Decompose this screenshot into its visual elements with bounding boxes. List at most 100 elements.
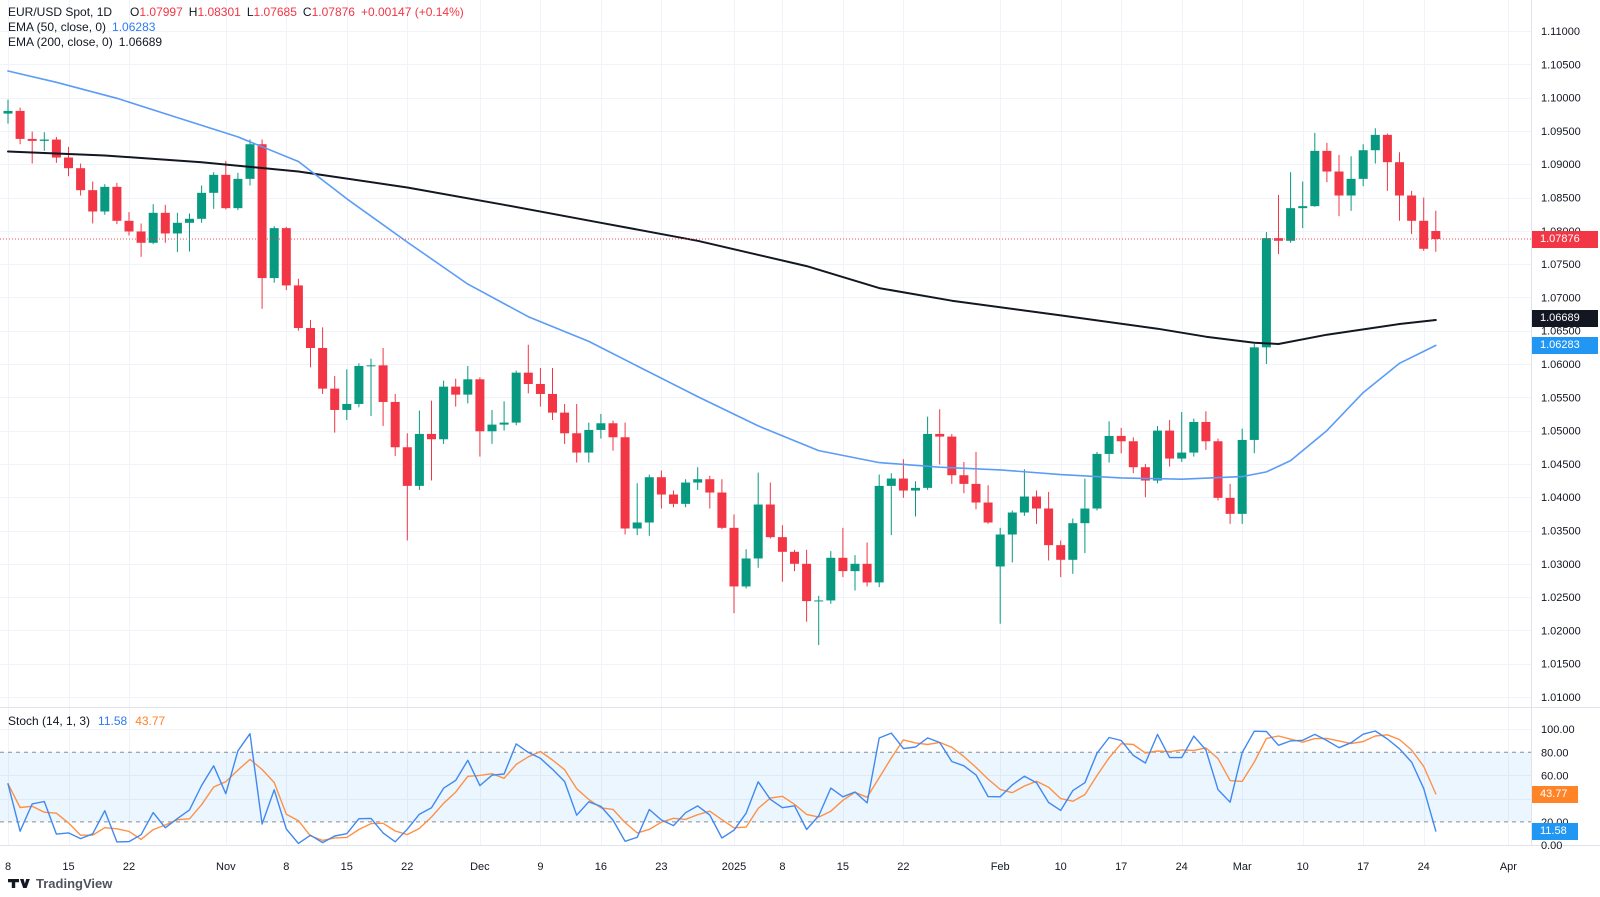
time-axis[interactable]: 8 15 22 Nov 8 15 22 Dec 9 16 23 2025 8 15 22 Feb 10 17 24 M… <box>5 861 1517 873</box>
time-axis-label: 15 <box>341 861 353 873</box>
candle <box>1056 540 1066 578</box>
ema50-line[interactable] <box>7 70 1437 481</box>
candle <box>1274 194 1283 255</box>
chart-legend: EUR/USD Spot, 1D O1.07997 H1.08301 L1.07685… <box>8 5 464 50</box>
last-price-badge: 1.07876 <box>1532 231 1598 248</box>
time-axis-label: 16 <box>595 861 607 873</box>
candle <box>100 184 110 215</box>
stoch-axis-label: 60.00 <box>1541 770 1569 782</box>
candle <box>402 433 412 541</box>
candle <box>1298 181 1308 229</box>
ema50-legend-row[interactable]: EMA (50, close, 0) 1.06283 <box>8 20 464 35</box>
candle <box>1189 418 1199 457</box>
candle <box>596 413 606 439</box>
candle <box>499 401 509 431</box>
price-axis-label: 1.02000 <box>1541 625 1581 637</box>
candle <box>136 223 146 257</box>
stoch-overbought-oversold-band <box>0 751 1531 823</box>
price-axis-label: 1.09500 <box>1541 126 1581 138</box>
candle <box>451 378 461 407</box>
high-value: 1.08301 <box>197 5 241 19</box>
candle <box>511 370 521 426</box>
low-value: 1.07685 <box>253 5 297 19</box>
candle <box>1128 437 1138 474</box>
candle <box>1104 421 1114 463</box>
price-axis-label: 1.07000 <box>1541 292 1581 304</box>
candle <box>1225 483 1235 524</box>
candle <box>88 181 98 224</box>
candle <box>414 410 424 490</box>
candle <box>560 403 570 444</box>
candle <box>427 400 436 481</box>
candle <box>923 416 933 490</box>
candle <box>1395 152 1404 221</box>
time-axis-label: 22 <box>123 861 135 873</box>
time-axis-label: Apr <box>1500 861 1517 873</box>
stoch-label: Stoch (14, 1, 3) <box>8 714 91 728</box>
candle <box>1322 142 1332 183</box>
time-axis-label: 10 <box>1055 861 1067 873</box>
stoch-d-badge: 43.77 <box>1532 786 1578 803</box>
candle <box>995 527 1005 624</box>
candle <box>777 525 787 582</box>
time-axis-label: 22 <box>897 861 909 873</box>
price-axis-label: 1.06000 <box>1541 359 1581 371</box>
candle <box>366 358 376 416</box>
ema200-price-badge: 1.06689 <box>1532 310 1598 327</box>
ema200-value: 1.06689 <box>118 35 163 49</box>
time-axis-label: 9 <box>537 861 543 873</box>
candle <box>112 182 122 225</box>
candle <box>197 185 207 223</box>
stoch-d-line[interactable] <box>7 734 1437 842</box>
stoch-k-line[interactable] <box>7 730 1437 845</box>
close-value: 1.07876 <box>311 5 355 19</box>
candle <box>233 172 243 211</box>
candle <box>221 160 231 210</box>
candlestick-series[interactable] <box>3 99 1441 646</box>
candle <box>1032 490 1041 524</box>
candle <box>584 422 594 463</box>
candle <box>1249 344 1259 454</box>
symbol-title[interactable]: EUR/USD Spot, 1D <box>8 5 113 19</box>
price-axis-label: 1.10000 <box>1541 93 1581 105</box>
candle <box>753 472 763 568</box>
candle <box>487 409 497 444</box>
price-axis-label: 1.01500 <box>1541 659 1581 671</box>
candle <box>693 467 703 490</box>
tradingview-logo[interactable]: TradingView <box>8 876 112 891</box>
symbol-legend-row[interactable]: EUR/USD Spot, 1D O1.07997 H1.08301 L1.07685… <box>8 5 464 20</box>
candle <box>1177 411 1187 462</box>
candle <box>1334 154 1344 217</box>
time-axis-label: 8 <box>5 861 11 873</box>
candle <box>1261 232 1271 364</box>
candle <box>27 131 37 164</box>
price-axis-label: 1.08500 <box>1541 193 1581 205</box>
candle <box>293 278 303 331</box>
ema50-label: EMA (50, close, 0) <box>8 20 107 34</box>
candle <box>862 542 872 587</box>
candle <box>269 226 279 283</box>
time-axis-label: 24 <box>1418 861 1430 873</box>
candle <box>548 367 557 420</box>
candle <box>124 212 134 236</box>
candle <box>802 549 812 622</box>
price-axis-label: 1.07500 <box>1541 259 1581 271</box>
candle <box>378 348 388 426</box>
candle <box>1431 210 1441 252</box>
candle <box>463 365 473 404</box>
candle <box>874 474 884 588</box>
high-label: H <box>188 5 198 19</box>
candle <box>523 344 533 394</box>
stoch-legend-row[interactable]: Stoch (14, 1, 3) 11.58 43.77 <box>8 714 165 728</box>
candle <box>1310 132 1320 207</box>
change-value: +0.00147 (+0.14%) <box>360 5 464 19</box>
candle <box>148 204 158 245</box>
ema200-legend-row[interactable]: EMA (200, close, 0) 1.06689 <box>8 35 464 50</box>
tradingview-logo-icon <box>8 879 30 888</box>
candle <box>306 320 315 368</box>
price-axis[interactable]: 1.11000 1.10500 1.10000 1.09500 1.09000 1.085… <box>1541 26 1581 704</box>
candle <box>632 483 642 536</box>
ema200-line[interactable] <box>7 150 1437 345</box>
time-axis-label: 2025 <box>722 861 746 873</box>
